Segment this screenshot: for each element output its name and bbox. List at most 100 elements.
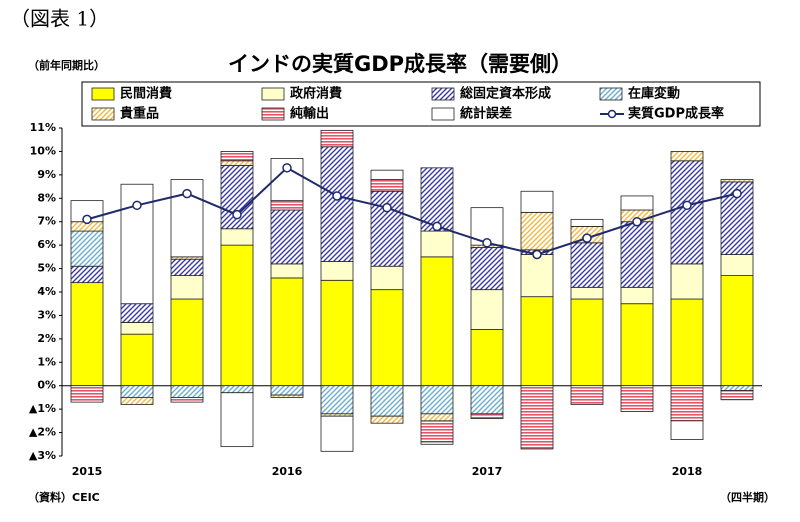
- figure-label: （図表 1）: [10, 7, 109, 31]
- line-point: [432, 221, 442, 232]
- line-point: [182, 188, 192, 199]
- bar-segment: [370, 415, 404, 424]
- line-point: [332, 191, 342, 201]
- legend-swatch: [431, 107, 455, 121]
- bar-segment: [370, 169, 404, 180]
- x-tick-label: 2016: [272, 465, 303, 478]
- bar-segment: [720, 254, 754, 276]
- line: [86, 166, 738, 256]
- bar-segment: [320, 415, 354, 452]
- legend-swatch: [261, 107, 285, 121]
- bar-segment: [270, 394, 304, 398]
- legend-swatch: [91, 107, 115, 121]
- bar-segment: [220, 151, 254, 162]
- legend-label: 政府消費: [290, 86, 342, 102]
- bar-segment: [170, 397, 204, 403]
- legend-label: 統計誤差: [460, 106, 512, 122]
- bar-segment: [720, 179, 754, 183]
- bar-segment: [570, 286, 604, 300]
- legend-label: 実質GDP成長率: [628, 106, 724, 122]
- legend-swatch: [431, 87, 455, 101]
- line-point: [382, 202, 392, 213]
- bar-segment: [570, 385, 604, 405]
- line-point: [82, 214, 92, 225]
- line-point: [482, 238, 492, 248]
- y-tick-label: 11%: [30, 121, 56, 134]
- bar-segment: [120, 333, 154, 387]
- bar-segment: [470, 329, 504, 387]
- legend-swatch: [599, 87, 623, 101]
- y-tick-label: 1%: [37, 355, 56, 368]
- bar-segment: [120, 303, 154, 323]
- line-point: [682, 200, 692, 211]
- bar-segment: [520, 254, 554, 298]
- bar-segment: [120, 397, 154, 405]
- bar-segment: [670, 298, 704, 387]
- bar-segment: [470, 289, 504, 330]
- bar-segment: [370, 289, 404, 387]
- bar-segment: [70, 265, 104, 284]
- legend-label: 純輸出: [290, 106, 329, 122]
- bar-segment: [470, 247, 504, 291]
- bar-segment: [620, 221, 654, 288]
- bar-segment: [70, 385, 104, 403]
- bar-segment: [420, 420, 454, 443]
- legend-label: 民間消費: [120, 86, 172, 102]
- legend-swatch: [91, 87, 115, 101]
- bar-segment: [320, 146, 354, 262]
- bar-segment: [420, 230, 454, 258]
- bar-segment: [270, 385, 304, 396]
- bar-segment: [370, 385, 404, 417]
- bar-segment: [270, 277, 304, 387]
- bar-segment: [620, 195, 654, 211]
- bar-segment: [420, 167, 454, 232]
- legend-box: [81, 81, 761, 127]
- bar-segment: [720, 275, 754, 387]
- y-tick-label: 3%: [37, 308, 56, 321]
- line-point: [282, 163, 292, 173]
- bar-segment: [570, 242, 604, 288]
- y-tick-label: 10%: [30, 144, 56, 157]
- legend-marker: [607, 109, 617, 119]
- line-point: [232, 209, 242, 220]
- line-point: [732, 188, 742, 199]
- legend-label: 総固定資本形成: [460, 86, 551, 102]
- x-tick-label: 2017: [472, 465, 503, 478]
- bar-segment: [570, 218, 604, 227]
- bar-segment: [320, 261, 354, 281]
- bar-segment: [120, 322, 154, 335]
- bar-segment: [170, 275, 204, 300]
- y-tick-label: ▲2%: [29, 426, 56, 439]
- bar-segment: [120, 385, 154, 398]
- legend-label: 在庫変動: [628, 86, 680, 102]
- bar-segment: [720, 385, 754, 391]
- bar-segment: [70, 282, 104, 387]
- bar-segment: [270, 200, 304, 211]
- bar-segment: [670, 420, 704, 441]
- bar-segment: [220, 244, 254, 387]
- bar-segment: [370, 265, 404, 291]
- y-tick-label: 4%: [37, 285, 56, 298]
- bar-segment: [170, 258, 204, 277]
- bar-segment: [420, 413, 454, 422]
- bar-segment: [270, 209, 304, 265]
- y-tick-label: 2%: [37, 332, 56, 345]
- bar-segment: [220, 385, 254, 394]
- chart-title: インドの実質GDP成長率（需要側）: [228, 52, 572, 76]
- legend-swatch: [261, 87, 285, 101]
- bar-segment: [620, 303, 654, 387]
- bar-segment: [670, 160, 704, 265]
- bar-segment: [720, 389, 754, 401]
- y-tick-label: ▲1%: [29, 402, 56, 415]
- bar-segment: [570, 298, 604, 387]
- bar-segment: [520, 385, 554, 450]
- bar-segment: [670, 263, 704, 300]
- bar-segment: [320, 385, 354, 415]
- x-tick-label: 2015: [72, 465, 103, 478]
- bar-segment: [370, 179, 404, 192]
- bar-segment: [220, 392, 254, 448]
- y-tick-label: 5%: [37, 262, 56, 275]
- bar-segment: [470, 413, 504, 419]
- bar-segment: [170, 298, 204, 387]
